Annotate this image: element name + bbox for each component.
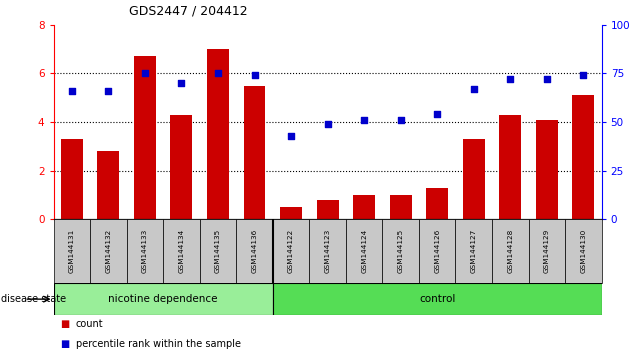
Bar bbox=[236, 219, 273, 283]
Bar bbox=[382, 219, 419, 283]
Bar bbox=[565, 219, 602, 283]
Point bbox=[359, 118, 369, 123]
Bar bbox=[427, 188, 448, 219]
Bar bbox=[529, 219, 565, 283]
Bar bbox=[200, 219, 236, 283]
Text: GSM144128: GSM144128 bbox=[507, 229, 513, 273]
Bar bbox=[273, 219, 309, 283]
Text: GSM144135: GSM144135 bbox=[215, 229, 221, 273]
Point bbox=[396, 118, 406, 123]
Bar bbox=[500, 115, 521, 219]
Bar bbox=[280, 207, 302, 219]
Text: ■: ■ bbox=[60, 319, 69, 329]
Bar bbox=[353, 195, 375, 219]
Point bbox=[176, 80, 186, 86]
Text: GSM144130: GSM144130 bbox=[580, 229, 587, 273]
Bar bbox=[127, 219, 163, 283]
Bar bbox=[171, 115, 192, 219]
Bar bbox=[61, 139, 83, 219]
Point bbox=[578, 73, 588, 78]
Bar bbox=[244, 86, 265, 219]
Point bbox=[67, 88, 77, 94]
Text: GSM144133: GSM144133 bbox=[142, 229, 148, 273]
Text: GSM144126: GSM144126 bbox=[434, 229, 440, 273]
Text: count: count bbox=[76, 319, 103, 329]
Text: GSM144129: GSM144129 bbox=[544, 229, 550, 273]
Bar bbox=[54, 283, 273, 315]
Text: GSM144125: GSM144125 bbox=[398, 229, 404, 273]
Bar bbox=[98, 152, 119, 219]
Bar bbox=[273, 283, 602, 315]
Bar bbox=[419, 219, 455, 283]
Point bbox=[469, 86, 479, 92]
Text: GSM144123: GSM144123 bbox=[324, 229, 331, 273]
Bar bbox=[163, 219, 200, 283]
Bar bbox=[134, 56, 156, 219]
Text: percentile rank within the sample: percentile rank within the sample bbox=[76, 339, 241, 349]
Bar bbox=[455, 219, 492, 283]
Text: control: control bbox=[419, 294, 455, 304]
Text: GSM144136: GSM144136 bbox=[251, 229, 258, 273]
Text: GDS2447 / 204412: GDS2447 / 204412 bbox=[129, 5, 248, 18]
Bar bbox=[207, 49, 229, 219]
Bar bbox=[309, 219, 346, 283]
Point bbox=[140, 70, 150, 76]
Text: GSM144122: GSM144122 bbox=[288, 229, 294, 273]
Point bbox=[432, 112, 442, 117]
Bar bbox=[346, 219, 382, 283]
Text: GSM144134: GSM144134 bbox=[178, 229, 185, 273]
Bar bbox=[317, 200, 338, 219]
Text: GSM144132: GSM144132 bbox=[105, 229, 112, 273]
Bar bbox=[463, 139, 484, 219]
Point bbox=[103, 88, 113, 94]
Point bbox=[542, 76, 552, 82]
Point bbox=[213, 70, 223, 76]
Point bbox=[323, 121, 333, 127]
Bar bbox=[492, 219, 529, 283]
Text: ■: ■ bbox=[60, 339, 69, 349]
Bar bbox=[390, 195, 411, 219]
Bar bbox=[573, 95, 594, 219]
Text: GSM144124: GSM144124 bbox=[361, 229, 367, 273]
Text: GSM144131: GSM144131 bbox=[69, 229, 75, 273]
Bar bbox=[536, 120, 558, 219]
Text: disease state: disease state bbox=[1, 294, 66, 304]
Point bbox=[249, 73, 260, 78]
Text: nicotine dependence: nicotine dependence bbox=[108, 294, 218, 304]
Point bbox=[505, 76, 515, 82]
Text: GSM144127: GSM144127 bbox=[471, 229, 477, 273]
Bar bbox=[54, 219, 90, 283]
Point bbox=[286, 133, 296, 138]
Bar bbox=[90, 219, 127, 283]
